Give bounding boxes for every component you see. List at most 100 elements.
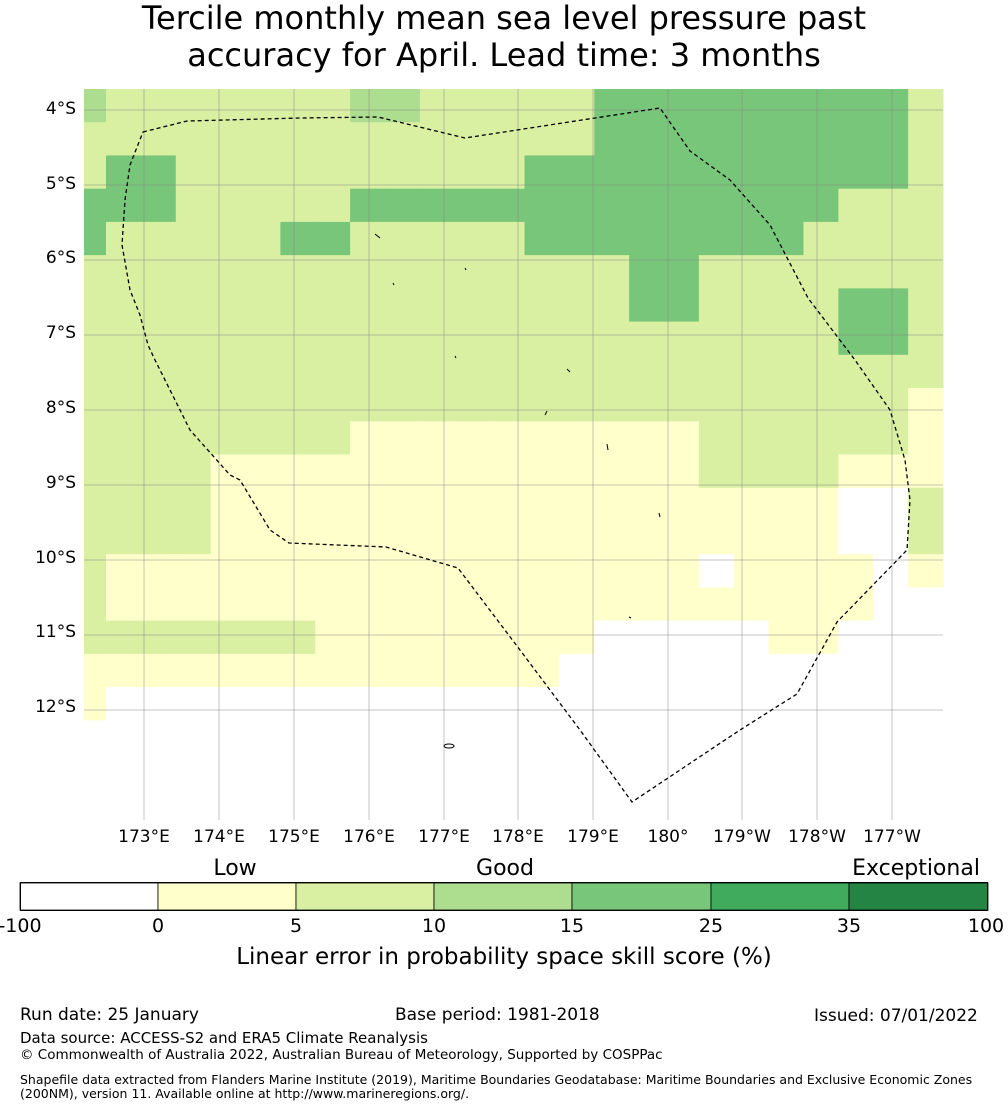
grid-cell — [873, 454, 909, 489]
grid-cell — [524, 653, 560, 688]
grid-cell — [524, 188, 560, 223]
grid-cell — [733, 454, 770, 489]
grid-cell — [454, 354, 491, 389]
grid-cell — [175, 653, 212, 688]
grid-cell — [768, 786, 804, 821]
grid-cell — [210, 89, 246, 123]
grid-cell — [454, 653, 491, 688]
grid-cell — [454, 421, 491, 455]
grid-cell — [350, 753, 386, 788]
grid-cell — [419, 155, 456, 190]
grid-cell — [489, 653, 525, 688]
graticule — [84, 89, 943, 820]
grid-cell — [524, 89, 560, 123]
category-low: Low — [213, 856, 257, 881]
grid-cell — [454, 753, 491, 788]
grid-cell — [803, 354, 839, 389]
grid-cell — [84, 786, 107, 821]
lat-label: 4°S — [45, 99, 76, 119]
grid-cell — [350, 221, 386, 256]
grid-cell — [315, 786, 351, 821]
grid-cell — [629, 288, 665, 323]
lon-label: 177°E — [418, 827, 470, 847]
grid-cell — [908, 554, 944, 588]
grid-cell — [419, 221, 456, 256]
grid-cell — [175, 388, 212, 422]
grid-cell — [768, 487, 804, 522]
grid-cell — [140, 188, 177, 223]
grid-cell — [210, 388, 246, 422]
grid-cell — [84, 321, 107, 356]
grid-cell — [559, 155, 595, 190]
grid-cell — [175, 421, 212, 455]
grid-cell — [419, 388, 456, 422]
island — [628, 616, 632, 619]
grid-cell — [385, 255, 421, 289]
grid-cell — [84, 520, 107, 555]
grid-cell — [629, 155, 665, 190]
grid-cell — [350, 520, 386, 555]
lon-label: 179°W — [713, 827, 771, 847]
grid-cell — [489, 520, 525, 555]
grid-cell — [559, 188, 595, 223]
grid-cell — [908, 321, 944, 356]
grid-cell — [315, 122, 351, 156]
grid-cell — [280, 687, 316, 721]
grid-cell — [385, 620, 421, 655]
island — [464, 267, 467, 271]
grid-cell — [559, 354, 595, 389]
grid-cell — [140, 89, 177, 123]
grid-cell — [664, 687, 700, 721]
grid-cell — [559, 653, 595, 688]
grid-cell — [454, 221, 491, 256]
grid-cell — [594, 288, 630, 323]
grid-cell — [733, 388, 770, 422]
grid-cell — [838, 122, 874, 156]
grid-cell — [280, 288, 316, 323]
grid-cell — [908, 753, 944, 788]
grid-cell — [908, 388, 944, 422]
grid-cell — [175, 122, 212, 156]
grid-cell — [280, 188, 316, 223]
grid-cell — [873, 520, 909, 555]
grid-cell — [873, 89, 909, 123]
grid-cell — [280, 587, 316, 622]
grid-cell — [385, 89, 421, 123]
grid-cell — [559, 421, 595, 455]
grid-cell — [350, 620, 386, 655]
grid-cell — [140, 155, 177, 190]
grid-cell — [350, 188, 386, 223]
grid-cell — [280, 122, 316, 156]
grid-cell — [489, 587, 525, 622]
grid-cell — [350, 321, 386, 356]
grid-cell — [140, 221, 177, 256]
colorbar-tick: 0 — [151, 915, 165, 937]
grid-cell — [698, 520, 735, 555]
grid-cell — [803, 687, 839, 721]
grid-cell — [84, 487, 107, 522]
grid-cell — [873, 554, 909, 588]
grid-cell — [350, 388, 386, 422]
grid-cell — [629, 653, 665, 688]
eez-boundary — [121, 107, 911, 803]
grid-cell — [803, 188, 839, 223]
grid-cell — [245, 653, 281, 688]
grid-cell — [210, 221, 246, 256]
lon-label: 177°W — [863, 827, 921, 847]
grid-cell — [419, 520, 456, 555]
grid-cell — [385, 587, 421, 622]
grid-cell — [908, 255, 944, 289]
grid-cell — [245, 288, 281, 323]
grid-cell — [489, 321, 525, 356]
grid-cell — [489, 421, 525, 455]
grid-cell — [419, 188, 456, 223]
grid-cell — [908, 653, 944, 688]
grid-cell — [385, 454, 421, 489]
grid-cell — [733, 653, 770, 688]
grid-cell — [908, 720, 944, 755]
grid-cell — [524, 221, 560, 256]
grid-cell — [315, 288, 351, 323]
grid-cell — [559, 89, 595, 123]
grid-cell — [419, 454, 456, 489]
grid-cell — [803, 487, 839, 522]
